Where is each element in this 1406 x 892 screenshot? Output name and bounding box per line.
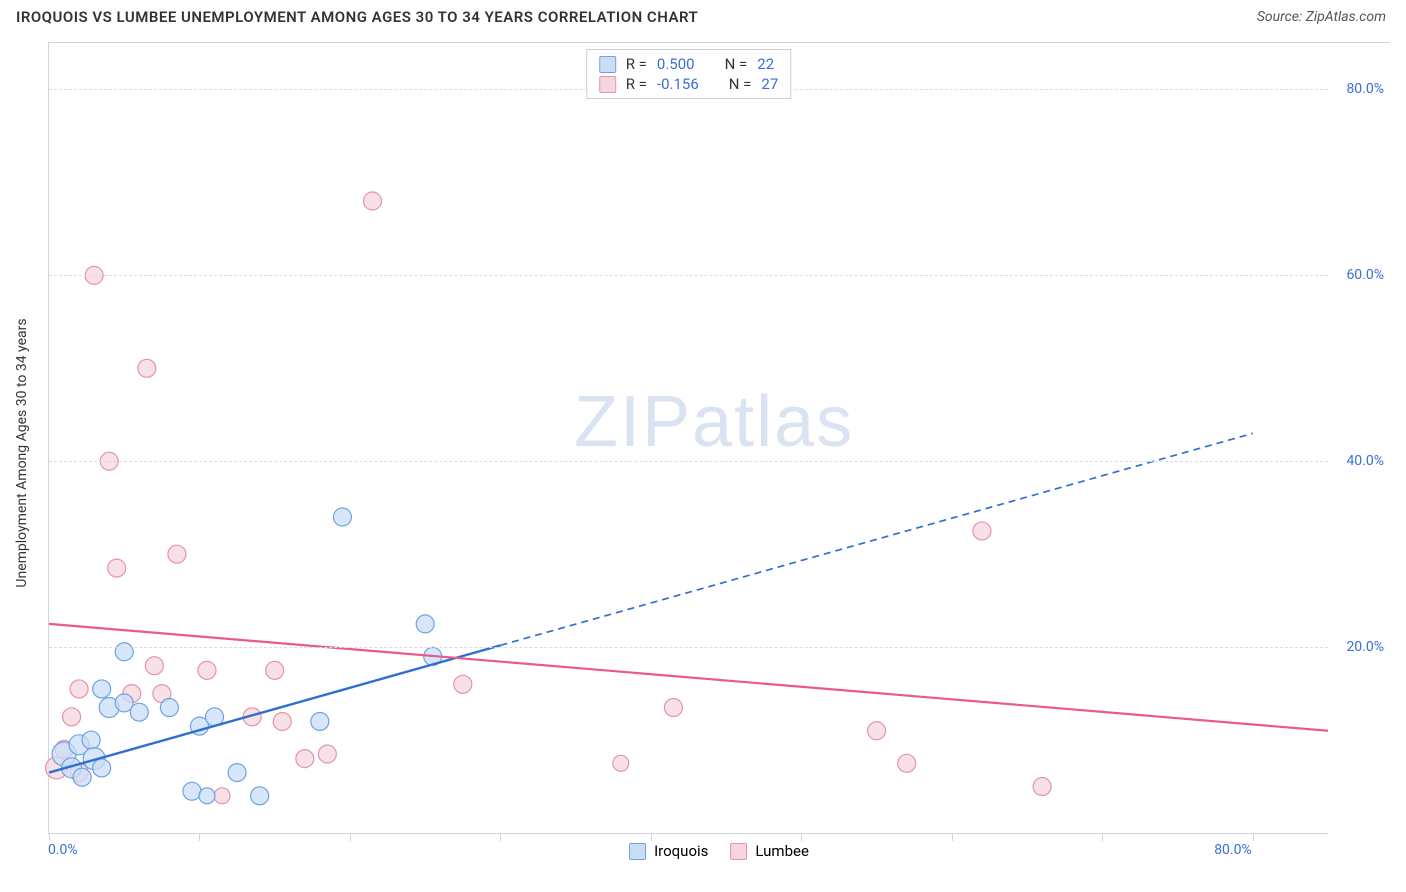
plot-area: ZIPatlas R =0.500N =22R =-0.156N =27 bbox=[48, 43, 1328, 834]
y-tick-label: 20.0% bbox=[1346, 639, 1384, 655]
legend-label-iroquois: Iroquois bbox=[654, 842, 708, 860]
stat-legend: R = 0.500 N = 22 R = -0.156 N = 27 bbox=[586, 49, 792, 99]
stat-r-label: R = bbox=[626, 55, 647, 73]
stat-legend-row: R = 0.500 N = 22 bbox=[599, 54, 779, 74]
x-tick-label: 0.0% bbox=[48, 842, 78, 858]
stat-r-value: 0.500 bbox=[657, 55, 695, 73]
series-legend: Iroquois Lumbee bbox=[629, 842, 809, 860]
stat-swatch bbox=[599, 76, 616, 93]
chart-header: IROQUOIS VS LUMBEE UNEMPLOYMENT AMONG AG… bbox=[0, 0, 1406, 34]
chart-container: Unemployment Among Ages 30 to 34 years Z… bbox=[48, 42, 1390, 862]
chart-source: Source: ZipAtlas.com bbox=[1257, 9, 1386, 25]
stat-r-label: R = bbox=[626, 75, 647, 93]
legend-item-iroquois: Iroquois bbox=[629, 842, 708, 860]
chart-title: IROQUOIS VS LUMBEE UNEMPLOYMENT AMONG AG… bbox=[16, 8, 698, 26]
stat-n-label: N = bbox=[725, 55, 748, 73]
y-axis-labels: 20.0% 40.0% 60.0% 80.0% bbox=[1328, 43, 1384, 834]
stat-n-value: 22 bbox=[757, 55, 774, 73]
y-tick-label: 40.0% bbox=[1346, 453, 1384, 469]
stat-n-value: 27 bbox=[761, 75, 778, 93]
legend-item-lumbee: Lumbee bbox=[730, 842, 809, 860]
stat-legend-row: R = -0.156 N = 27 bbox=[599, 74, 779, 94]
stat-n-label: N = bbox=[729, 75, 752, 93]
y-tick-label: 60.0% bbox=[1346, 267, 1384, 283]
y-tick-label: 80.0% bbox=[1346, 81, 1384, 97]
x-tick-label: 80.0% bbox=[1214, 842, 1252, 858]
legend-label-lumbee: Lumbee bbox=[755, 842, 809, 860]
legend-swatch-lumbee bbox=[730, 843, 747, 860]
legend-swatch-iroquois bbox=[629, 843, 646, 860]
stat-swatch bbox=[599, 56, 616, 73]
scatter-svg bbox=[49, 43, 1328, 833]
stat-r-value: -0.156 bbox=[657, 75, 699, 93]
y-axis-title: Unemployment Among Ages 30 to 34 years bbox=[14, 318, 30, 587]
